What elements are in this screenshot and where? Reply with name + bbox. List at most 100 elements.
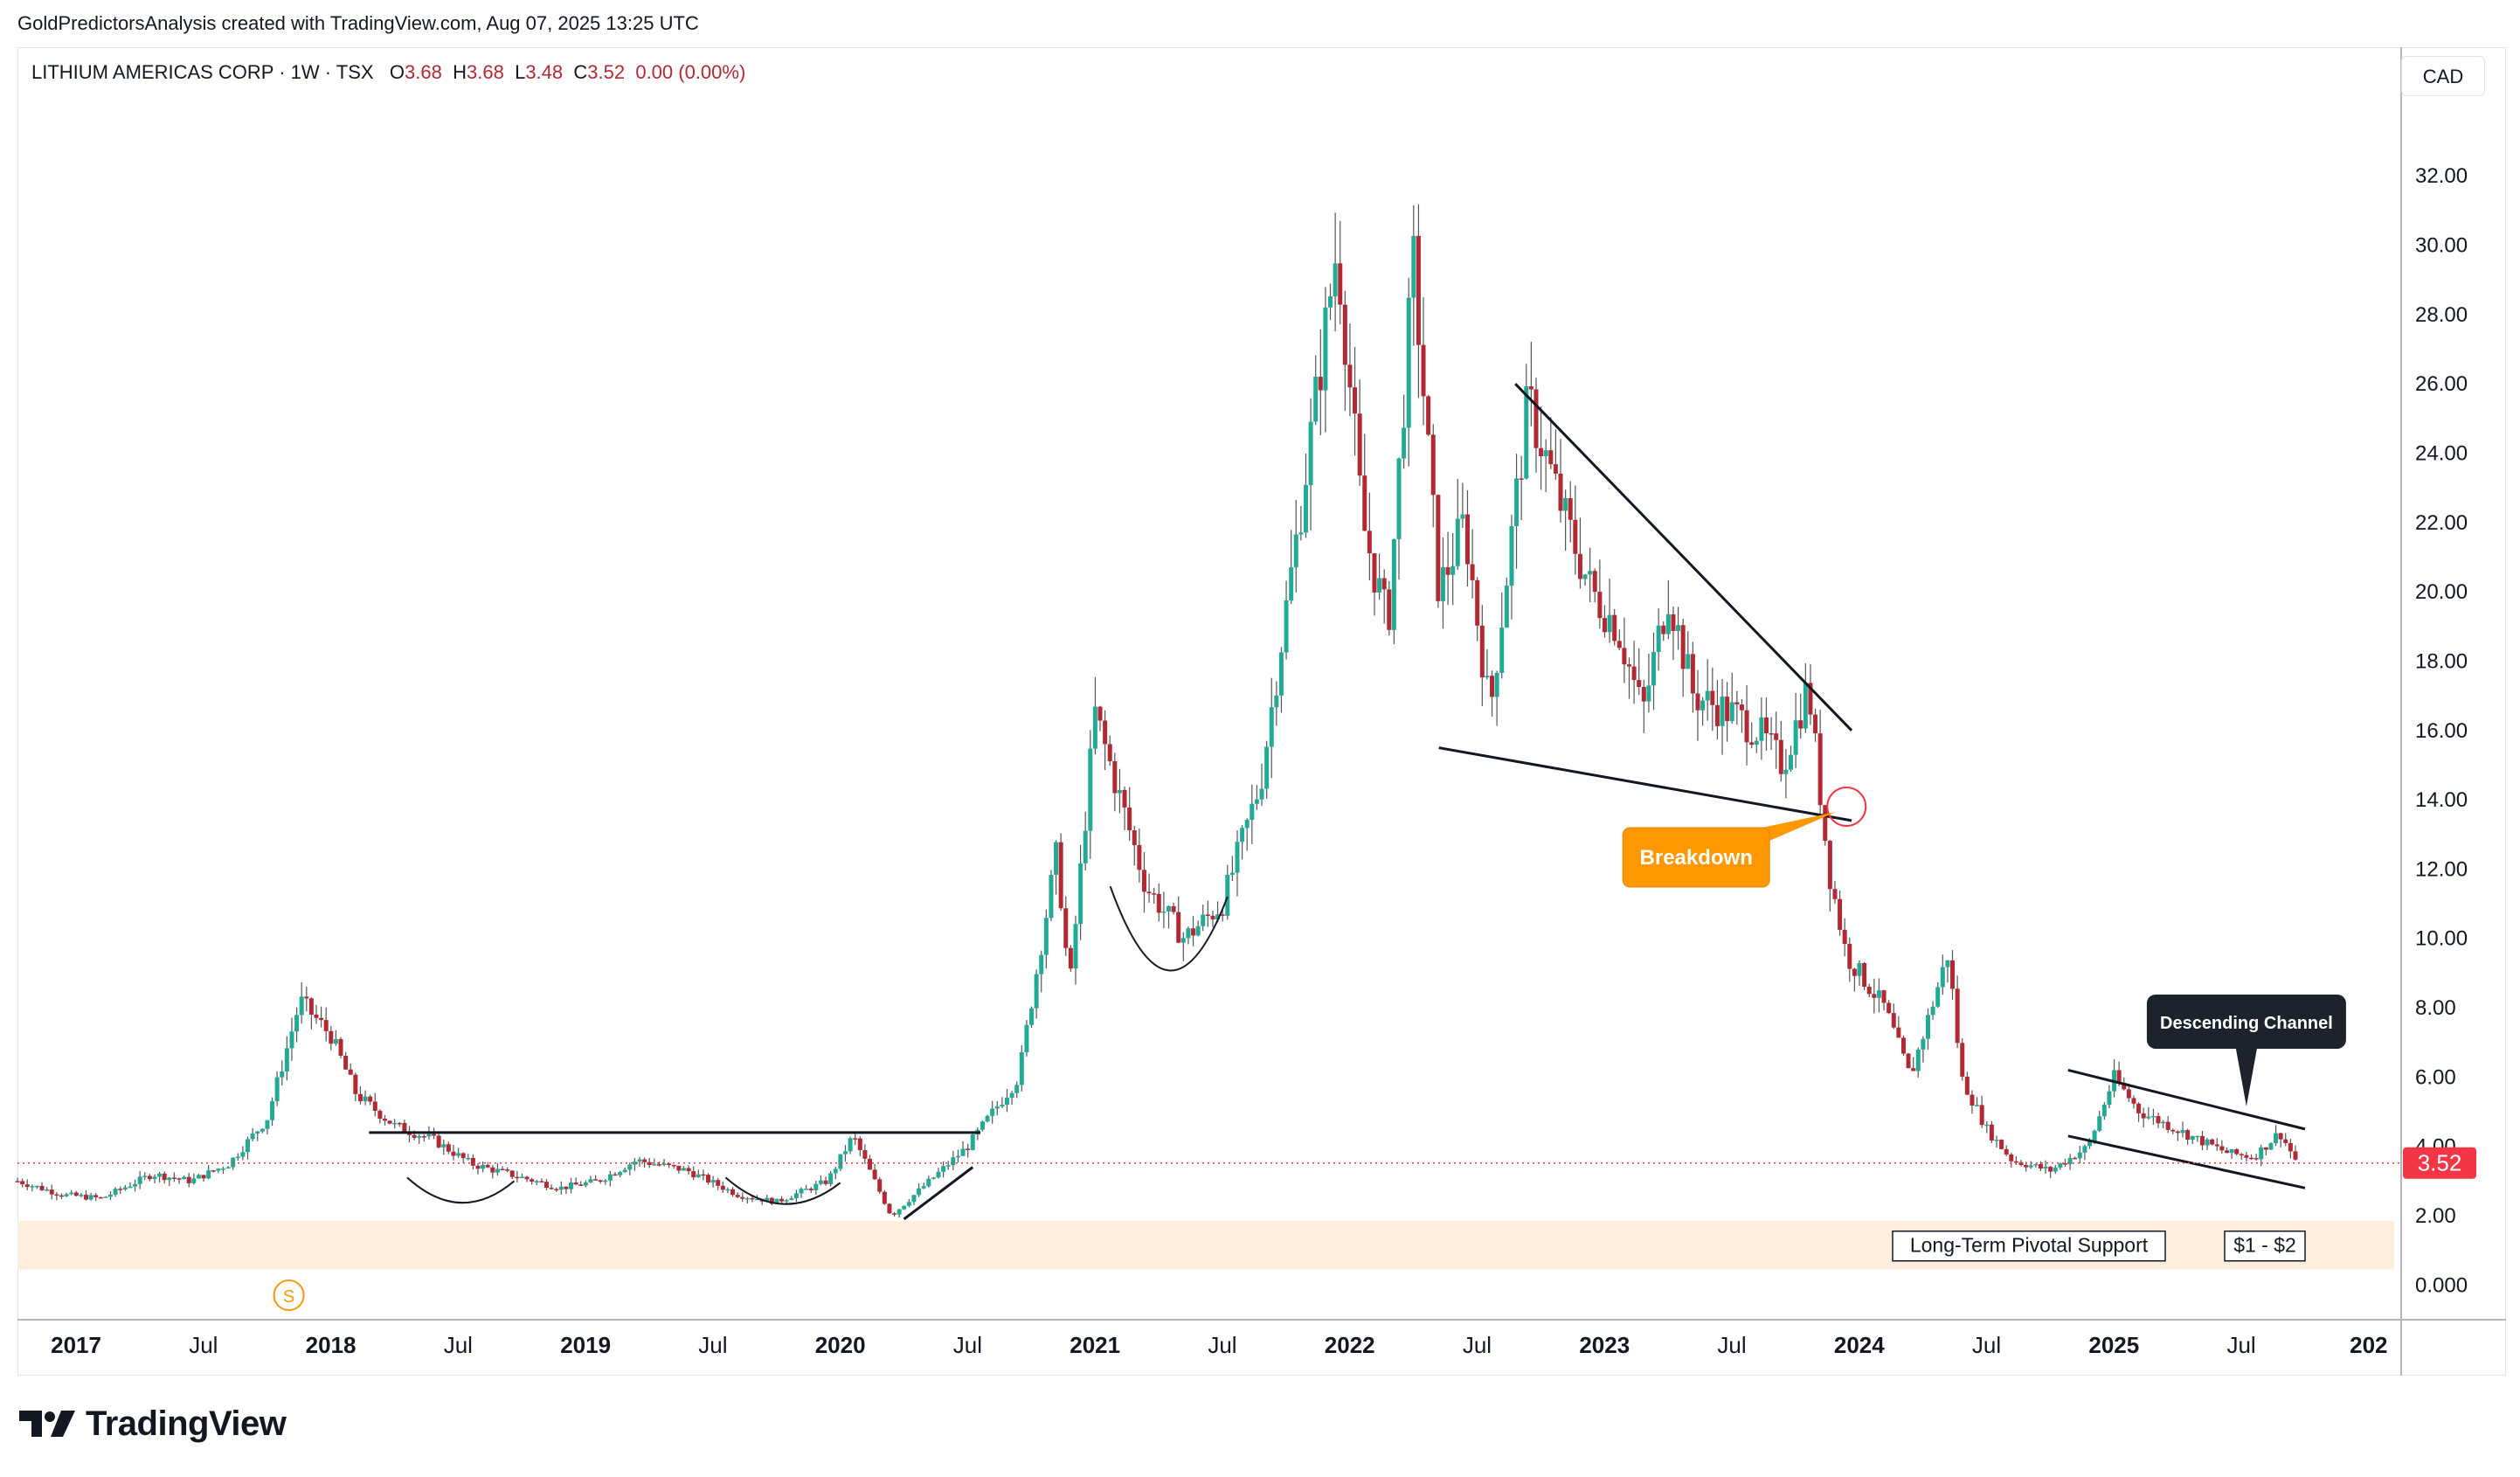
- candle-body: [2024, 1165, 2029, 1168]
- candle-body: [2053, 1167, 2058, 1172]
- candle-body: [30, 1186, 35, 1188]
- candle-body: [1686, 654, 1691, 669]
- candle-body: [446, 1144, 451, 1152]
- arc-pattern[interactable]: [724, 1176, 841, 1205]
- candle-body: [2058, 1163, 2063, 1168]
- breakdown-callout[interactable]: [1622, 827, 1770, 888]
- x-tick-label: 2020: [815, 1332, 866, 1358]
- candle-body: [1935, 987, 1941, 1007]
- candle-body: [1411, 235, 1416, 298]
- candle-body: [1235, 842, 1240, 873]
- candle-body: [1975, 1105, 1980, 1106]
- candle-body: [828, 1173, 834, 1184]
- candle-body: [1602, 618, 1607, 633]
- candle-body: [505, 1169, 510, 1171]
- currency-button[interactable]: CAD: [2401, 56, 2485, 96]
- candle-body: [735, 1195, 740, 1197]
- symbol-title[interactable]: LITHIUM AMERICAS CORP · 1W · TSX: [31, 61, 374, 83]
- arc-pattern[interactable]: [1109, 885, 1229, 972]
- candle-body: [1543, 450, 1548, 457]
- trendline[interactable]: [1514, 383, 1853, 732]
- candle-body: [1372, 553, 1377, 593]
- dividend-marker-label: S: [283, 1287, 294, 1307]
- candle-body: [716, 1180, 721, 1186]
- open-label: O: [389, 61, 405, 83]
- candle-body: [573, 1182, 578, 1185]
- candle-body: [1592, 571, 1597, 593]
- candle-body: [902, 1205, 907, 1210]
- candle-body: [1612, 614, 1617, 641]
- arc-pattern[interactable]: [406, 1176, 516, 1204]
- candle-body: [676, 1165, 682, 1171]
- y-tick-label: 12.00: [2415, 857, 2468, 881]
- channel-callout[interactable]: [2146, 994, 2346, 1049]
- candle-body: [813, 1183, 819, 1190]
- candle-body: [1940, 967, 1945, 988]
- trendline[interactable]: [903, 1166, 974, 1221]
- candle-body: [1117, 789, 1122, 794]
- candle-body: [1915, 1049, 1921, 1071]
- candle-body: [622, 1169, 627, 1173]
- candle-body: [49, 1189, 54, 1195]
- candle-body: [842, 1151, 848, 1155]
- candle-body: [543, 1182, 549, 1189]
- candle-body: [201, 1175, 206, 1179]
- candle-body: [618, 1172, 623, 1175]
- candle-body: [392, 1122, 398, 1125]
- candle-body: [1445, 567, 1450, 575]
- breakdown-circle[interactable]: [1826, 787, 1867, 828]
- candle-body: [1039, 954, 1044, 974]
- candle-body: [1891, 1013, 1896, 1028]
- dividend-marker-icon[interactable]: [273, 1279, 305, 1311]
- candle-body: [877, 1179, 883, 1192]
- candle-body: [1597, 592, 1603, 619]
- x-tick-label: 2019: [560, 1332, 611, 1358]
- candle-body: [1887, 1002, 1892, 1014]
- close-label: C: [573, 61, 588, 83]
- candle-body: [2033, 1164, 2039, 1166]
- trendline[interactable]: [2067, 1134, 2306, 1189]
- x-tick-label: Jul: [1972, 1332, 2001, 1358]
- candle-body: [1695, 693, 1700, 711]
- candle-body: [460, 1153, 466, 1159]
- candle-body: [1817, 733, 1823, 806]
- candle-body: [329, 1030, 334, 1044]
- candle-body: [2062, 1163, 2067, 1165]
- candle-body: [637, 1159, 642, 1162]
- candle-body: [710, 1180, 716, 1183]
- chart-pane[interactable]: [17, 47, 2506, 1376]
- y-tick-label: 16.00: [2415, 719, 2468, 743]
- candle-body: [412, 1134, 417, 1138]
- candle-body: [1430, 434, 1436, 496]
- candle-body: [1881, 990, 1887, 1003]
- candle-body: [2122, 1082, 2127, 1090]
- candle-body: [1710, 690, 1715, 705]
- candle-body: [2048, 1167, 2053, 1172]
- candle-body: [1573, 519, 1578, 554]
- candle-body: [1205, 914, 1210, 916]
- candle-body: [1186, 928, 1191, 939]
- y-tick-label: 26.00: [2415, 372, 2468, 396]
- candle-body: [1789, 754, 1794, 770]
- candle-body: [1254, 799, 1259, 804]
- candle-body: [2097, 1116, 2102, 1131]
- candle-body: [960, 1148, 966, 1156]
- x-tick-label: Jul: [2226, 1332, 2255, 1358]
- candle-body: [1303, 484, 1308, 533]
- candle-body: [186, 1176, 191, 1183]
- candle-body: [509, 1170, 515, 1177]
- trendline[interactable]: [2067, 1068, 2306, 1131]
- trendline[interactable]: [1438, 746, 1852, 822]
- candle-body: [941, 1166, 946, 1172]
- breakdown-label: Breakdown: [1640, 846, 1753, 870]
- candle-body: [93, 1195, 99, 1197]
- candle-body: [280, 1071, 285, 1078]
- candle-body: [632, 1161, 637, 1165]
- candle-body: [1925, 1015, 1930, 1039]
- candle-body: [1034, 974, 1039, 1009]
- candle-body: [627, 1164, 633, 1170]
- symbol-legend[interactable]: LITHIUM AMERICAS CORP · 1W · TSX O3.68 H…: [31, 61, 745, 84]
- tradingview-brand[interactable]: TradingView: [19, 1402, 287, 1446]
- candle-body: [887, 1203, 892, 1214]
